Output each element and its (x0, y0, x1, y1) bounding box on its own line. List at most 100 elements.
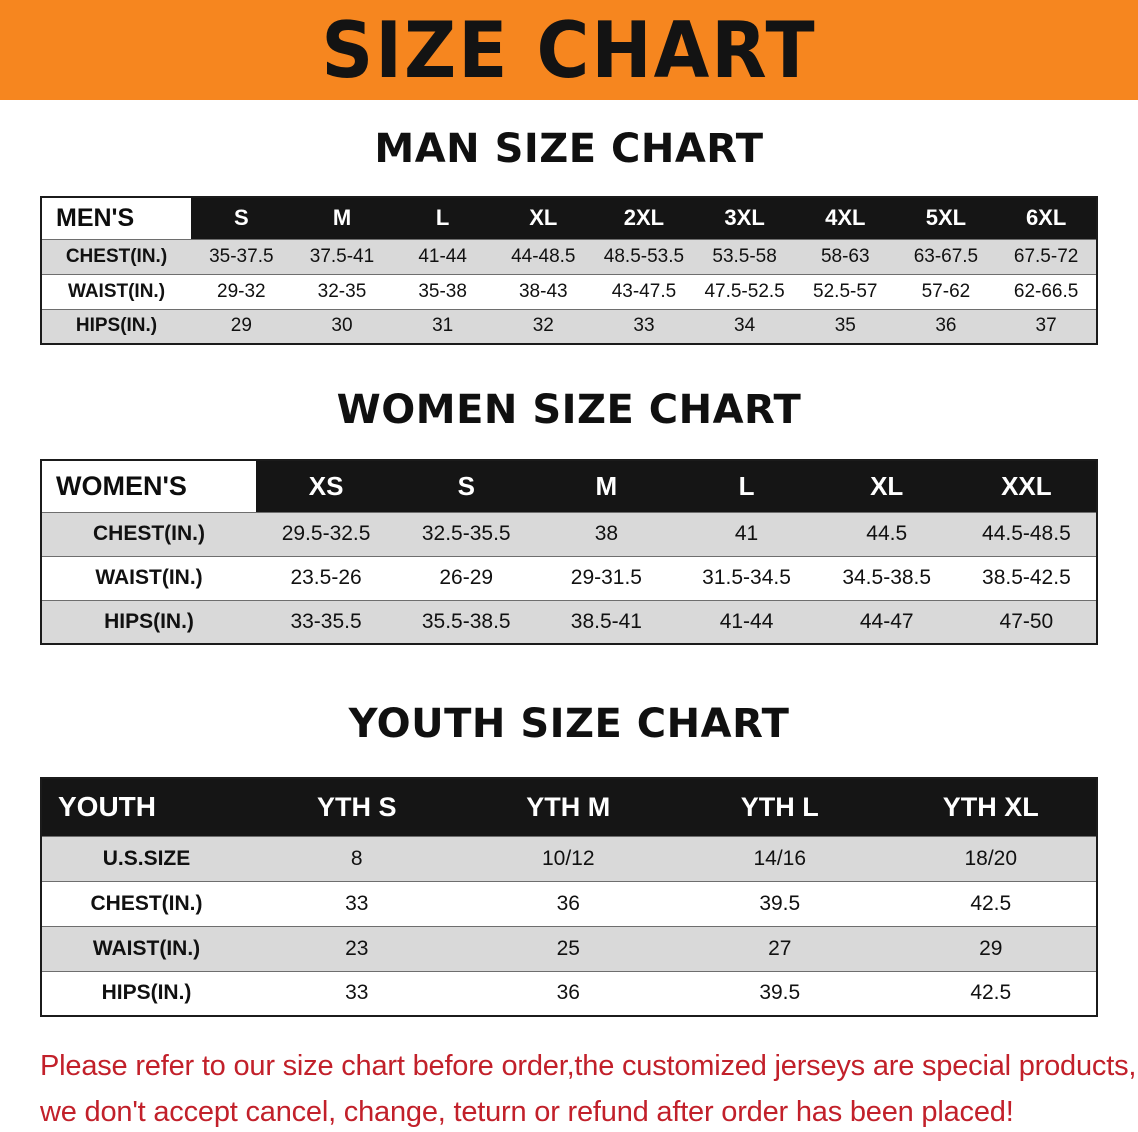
table-row: HIPS(IN.) 33-35.5 35.5-38.5 38.5-41 41-44 44-… (41, 599, 1097, 644)
size-value-cell: 38-43 (492, 273, 594, 309)
size-value-cell: 33-35.5 (256, 599, 397, 644)
size-value-cell: 14/16 (674, 835, 886, 881)
row-label-cell: CHEST(IN.) (41, 238, 191, 274)
size-value-cell: 39.5 (674, 880, 886, 926)
table-header-row: YOUTH YTH S YTH M YTH L YTH XL (41, 778, 1097, 836)
size-value-cell: 48.5-53.5 (593, 238, 695, 274)
size-value-cell: 37.5-41 (291, 238, 393, 274)
size-value-cell: 57-62 (895, 273, 997, 309)
disclaimer: Please refer to our size chart before or… (40, 1043, 1138, 1132)
size-value-cell: 53.5-58 (694, 238, 795, 274)
size-value-cell: 25 (462, 925, 674, 971)
size-value-cell: 42.5 (885, 970, 1097, 1016)
table-title-cell: MEN'S (41, 197, 191, 239)
size-header-cell: S (191, 197, 292, 239)
size-value-cell: 37 (996, 308, 1097, 344)
row-label-cell: CHEST(IN.) (41, 511, 256, 556)
size-value-cell: 29-31.5 (536, 555, 677, 600)
table-row: WAIST(IN.) 23.5-26 26-29 29-31.5 31.5-34.5 34… (41, 555, 1097, 600)
size-value-cell: 44.5-48.5 (956, 511, 1097, 556)
row-label-cell: HIPS(IN.) (41, 599, 256, 644)
size-header-cell: L (676, 460, 817, 512)
size-value-cell: 41 (676, 511, 817, 556)
size-value-cell: 63-67.5 (895, 238, 997, 274)
size-header-cell: 5XL (895, 197, 997, 239)
size-value-cell: 32-35 (291, 273, 393, 309)
row-label-cell: WAIST(IN.) (41, 925, 251, 971)
table-row: CHEST(IN.) 35-37.5 37.5-41 41-44 44-48.5 48.5… (41, 238, 1097, 274)
row-label-cell: WAIST(IN.) (41, 555, 256, 600)
row-label-cell: HIPS(IN.) (41, 308, 191, 344)
size-value-cell: 41-44 (676, 599, 817, 644)
size-header-cell: M (291, 197, 393, 239)
row-label-cell: CHEST(IN.) (41, 880, 251, 926)
size-value-cell: 62-66.5 (996, 273, 1097, 309)
size-value-cell: 67.5-72 (996, 238, 1097, 274)
size-value-cell: 52.5-57 (794, 273, 896, 309)
size-value-cell: 44.5 (816, 511, 957, 556)
size-value-cell: 35-38 (392, 273, 493, 309)
size-value-cell: 36 (462, 970, 674, 1016)
table-row: WAIST(IN.) 23 25 27 29 (41, 925, 1097, 971)
size-value-cell: 36 (895, 308, 997, 344)
size-value-cell: 44-48.5 (492, 238, 594, 274)
men-size-section: MAN SIZE CHART MEN'S S M L XL 2XL 3XL 4XL 5XL 6XL… (0, 126, 1138, 345)
youth-section-heading: YOUTH SIZE CHART (348, 701, 790, 747)
size-header-cell: 6XL (996, 197, 1097, 239)
size-value-cell: 29 (191, 308, 292, 344)
size-value-cell: 42.5 (885, 880, 1097, 926)
table-header-row: WOMEN'S XS S M L XL XXL (41, 460, 1097, 512)
table-row: U.S.SIZE 8 10/12 14/16 18/20 (41, 835, 1097, 881)
size-header-cell: L (392, 197, 493, 239)
size-header-cell: 3XL (694, 197, 795, 239)
size-value-cell: 38 (536, 511, 677, 556)
size-value-cell: 26-29 (396, 555, 537, 600)
size-value-cell: 8 (251, 835, 463, 881)
size-value-cell: 35.5-38.5 (396, 599, 537, 644)
size-value-cell: 33 (593, 308, 695, 344)
men-size-table: MEN'S S M L XL 2XL 3XL 4XL 5XL 6XL CHEST(IN.) 35-37… (40, 196, 1098, 345)
size-header-cell: XL (492, 197, 594, 239)
size-value-cell: 44-47 (816, 599, 957, 644)
page-title: SIZE CHART (321, 4, 817, 96)
size-value-cell: 39.5 (674, 970, 886, 1016)
size-value-cell: 36 (462, 880, 674, 926)
table-row: WAIST(IN.) 29-32 32-35 35-38 38-43 43-47.5 47.… (41, 273, 1097, 309)
size-value-cell: 29 (885, 925, 1097, 971)
table-header-row: MEN'S S M L XL 2XL 3XL 4XL 5XL 6XL (41, 197, 1097, 239)
size-value-cell: 43-47.5 (593, 273, 695, 309)
size-header-cell: 2XL (593, 197, 695, 239)
size-header-cell: YTH XL (885, 778, 1097, 836)
women-size-table: WOMEN'S XS S M L XL XXL CHEST(IN.) 29.5-32.5 32.5… (40, 459, 1098, 645)
size-value-cell: 31.5-34.5 (676, 555, 817, 600)
youth-size-table: YOUTH YTH S YTH M YTH L YTH XL U.S.SIZE 8 10/12… (40, 777, 1098, 1017)
size-value-cell: 30 (291, 308, 393, 344)
size-value-cell: 34.5-38.5 (816, 555, 957, 600)
size-header-cell: 4XL (794, 197, 896, 239)
size-value-cell: 58-63 (794, 238, 896, 274)
table-title-cell: WOMEN'S (41, 460, 256, 512)
size-value-cell: 18/20 (885, 835, 1097, 881)
size-value-cell: 27 (674, 925, 886, 971)
size-value-cell: 29-32 (191, 273, 292, 309)
size-value-cell: 23.5-26 (256, 555, 397, 600)
size-value-cell: 23 (251, 925, 463, 971)
size-header-cell: M (536, 460, 677, 512)
size-value-cell: 47.5-52.5 (694, 273, 795, 309)
size-header-cell: YTH S (251, 778, 463, 836)
size-header-cell: YTH M (462, 778, 674, 836)
size-value-cell: 31 (392, 308, 493, 344)
row-label-cell: HIPS(IN.) (41, 970, 251, 1016)
table-title-cell: YOUTH (41, 778, 251, 836)
size-chart-banner: SIZE CHART (0, 0, 1138, 100)
size-value-cell: 10/12 (462, 835, 674, 881)
table-row: CHEST(IN.) 33 36 39.5 42.5 (41, 880, 1097, 926)
size-value-cell: 47-50 (956, 599, 1097, 644)
size-value-cell: 35-37.5 (191, 238, 292, 274)
size-value-cell: 29.5-32.5 (256, 511, 397, 556)
size-value-cell: 32.5-35.5 (396, 511, 537, 556)
table-row: CHEST(IN.) 29.5-32.5 32.5-35.5 38 41 44.5 44.5… (41, 511, 1097, 556)
women-size-section: WOMEN SIZE CHART WOMEN'S XS S M L XL XXL CHEST(… (0, 387, 1138, 645)
table-row: HIPS(IN.) 29 30 31 32 33 34 35 36 37 (41, 308, 1097, 344)
size-header-cell: S (396, 460, 537, 512)
